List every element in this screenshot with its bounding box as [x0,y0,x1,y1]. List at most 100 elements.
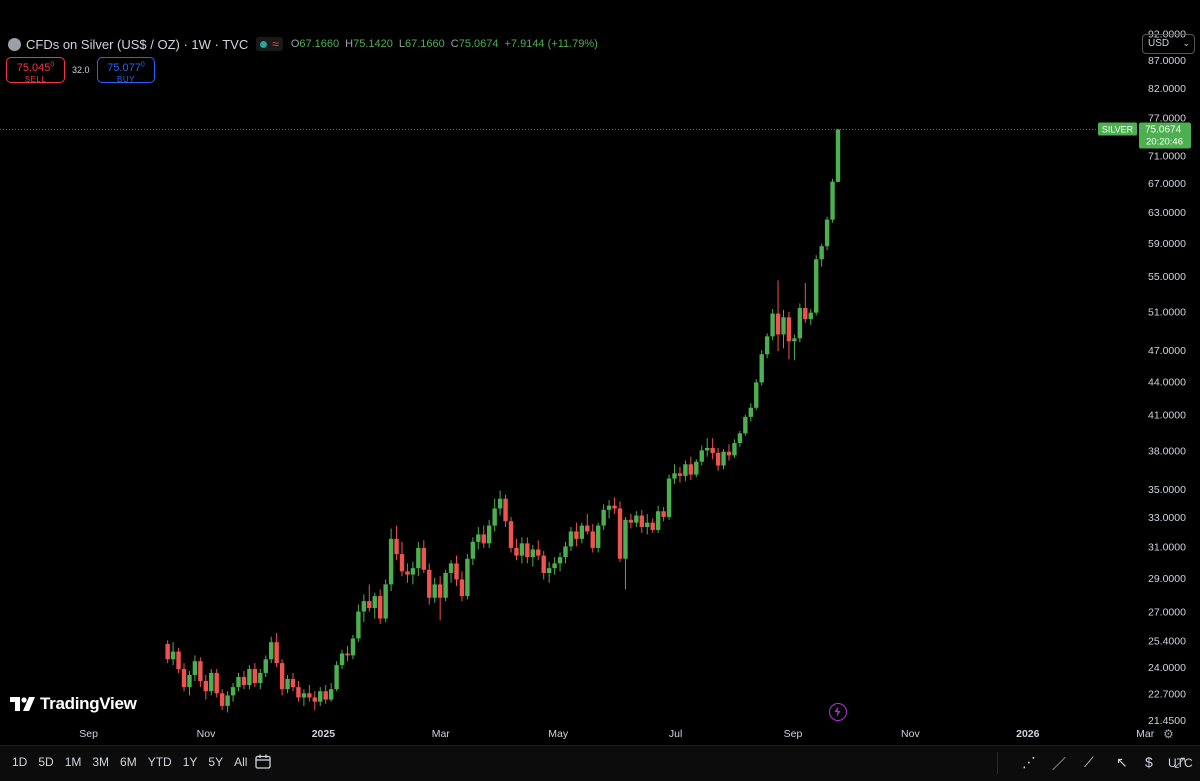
candle-body [677,473,683,476]
silver-symbol-icon [8,37,21,51]
candle-body [655,511,661,530]
market-status-icon[interactable]: ≈ [256,37,283,51]
candle-body [650,522,655,530]
price-tag-bg [1139,122,1191,149]
y-tick-label: 33.0000 [1148,512,1186,524]
candle-body [612,505,617,509]
ohlc-change: +7.9144 (+11.79%) [504,38,598,50]
candle-body [770,313,775,337]
candle-body [339,653,345,666]
candle-body [487,525,492,544]
range-1m[interactable]: 1M [64,755,82,769]
range-1d[interactable]: 1D [12,755,28,769]
candle-body [525,543,530,558]
range-6m[interactable]: 6M [120,755,137,769]
y-tick-label: 51.0000 [1148,307,1186,319]
trendline-icon[interactable]: ／ [1052,756,1066,772]
candle-body [318,691,323,702]
candle-body [312,697,317,702]
candle-body [568,531,574,547]
range-5y[interactable]: 5Y [208,755,224,769]
candle-body [743,416,748,434]
tradingview-logo-text: TradingView [40,694,137,713]
candle-body [394,538,399,555]
ohlc-close: C75.0674 [450,38,499,50]
candle-body [737,433,743,444]
lightning-icon[interactable] [829,703,847,721]
chevron-down-icon: ⌄ [1182,38,1190,48]
y-tick-label: 22.7000 [1148,688,1186,700]
candle-body [219,693,225,706]
brush-icon[interactable]: ⟋ [1084,754,1094,770]
bottom-toolbar: 1D 5D 1M 3M 6M YTD 1Y 5Y All ⋰ ／ ⟋ ↖ $ ⤢… [0,745,1200,781]
calendar-icon[interactable] [255,754,271,769]
candle-body [814,259,819,313]
y-tick-label: 29.0000 [1148,573,1186,585]
candle-body [661,511,666,517]
range-ytd[interactable]: YTD [147,755,172,769]
candle-body [623,519,628,559]
candle-body [410,568,416,575]
range-all[interactable]: All [234,755,248,769]
x-tick-label: Mar [432,728,451,740]
candle-body [279,663,285,690]
candle-body [759,354,764,383]
range-1y[interactable]: 1Y [182,755,198,769]
candle-body [503,498,508,522]
candle-body [170,651,176,660]
candle-body [699,450,704,462]
candle-body [187,674,192,688]
candle-body [781,317,786,335]
candle-body [492,508,497,526]
timezone-label[interactable]: UTC [1168,756,1193,770]
settings-gear-icon[interactable]: ⚙ [1163,727,1174,741]
candle-body [808,312,813,320]
cursor-icon[interactable]: ↖ [1116,754,1128,770]
expand-icon[interactable]: ⤢ [1174,754,1186,770]
y-tick-label: 35.0000 [1148,484,1186,496]
candle-body [192,661,198,675]
candle-body [732,443,737,456]
range-5d[interactable]: 5D [38,755,54,769]
candle-body [388,538,394,585]
y-tick-label: 55.0000 [1148,271,1186,283]
buy-label: BUY [117,74,135,84]
dollar-icon[interactable]: $ [1145,754,1153,770]
pattern-icon[interactable]: ⋰ [1022,754,1036,770]
candle-body [328,689,334,700]
tradingview-logo[interactable]: TradingView [10,694,137,714]
sell-button[interactable]: 75.0450 SELL [6,57,65,84]
candle-body [350,638,356,656]
candle-body [198,661,203,682]
candle-body [307,693,312,698]
candle-body [290,678,296,688]
candle-body [432,584,437,598]
x-tick-label: 2026 [1016,728,1040,740]
sell-label: SELL [24,74,47,84]
candle-body [557,557,563,564]
y-tick-label: 38.0000 [1148,445,1186,457]
y-tick-label: 47.0000 [1148,345,1186,357]
symbol-title[interactable]: CFDs on Silver (US$ / OZ) · 1W · TVC [26,36,249,52]
candle-body [585,525,590,532]
candle-body [824,219,830,247]
candle-body [579,525,585,539]
x-tick-label: Mar [1136,728,1155,740]
candle-body [274,642,279,664]
candle-body [835,129,841,182]
candle-body [225,695,230,706]
price-tag-value: 75.0674 [1145,124,1182,135]
candle-body [764,336,770,355]
sell-price: 75.0450 [16,61,55,74]
buy-button[interactable]: 75.0770 BUY [97,57,155,84]
candle-body [378,596,383,619]
candle-body [775,313,781,335]
candle-body [508,521,514,548]
candle-body [301,693,307,698]
currency-select[interactable]: USD ⌄ [1142,34,1195,54]
x-tick-label: May [548,728,569,740]
candle-body [285,678,290,690]
candle-body [405,571,410,575]
range-3m[interactable]: 3M [92,755,110,769]
